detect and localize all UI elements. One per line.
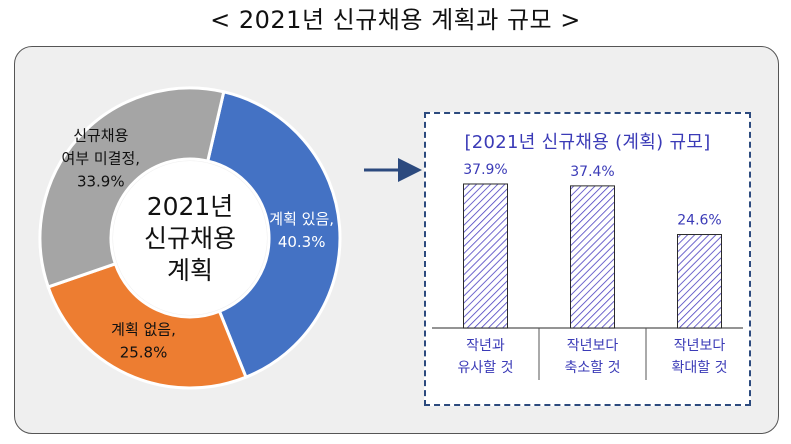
page-title: < 2021년 신규채용 계획과 규모 > <box>210 6 581 34</box>
bar-value-label: 37.9% <box>463 162 507 178</box>
bar-chart-title: [2021년 신규채용 (계획) 규모] <box>464 132 711 153</box>
bar <box>677 234 722 329</box>
donut-center-label: 2021년 신규채용 계획 <box>144 192 236 285</box>
donut-slice-label: 계획 없음, 25.8% <box>111 320 176 361</box>
donut-slice <box>46 261 248 390</box>
category-tick-label: 작년과 유사할 것 <box>458 338 514 376</box>
donut-slice <box>38 86 226 289</box>
donut-slice-label: 신규채용 여부 미결정, 33.9% <box>62 127 141 191</box>
bar-value-label: 24.6% <box>677 213 721 229</box>
category-tick-label: 작년보다 축소할 것 <box>565 338 621 376</box>
donut-slice-label: 계획 있음, 40.3% <box>269 210 334 251</box>
bar <box>570 185 615 329</box>
category-tick-label: 작년보다 확대할 것 <box>672 338 728 376</box>
bar-chart: 37.9% 작년과 유사할 것 37.4% 작년보다 축소할 것 24.6% 작년보다 확대할 … <box>432 162 743 380</box>
bar <box>463 183 508 329</box>
donut-slice <box>205 90 342 380</box>
bar-chart-box: [2021년 신규채용 (계획) 규모] 37.9% 작년과 유사할 것 37.4% 작… <box>424 112 751 406</box>
bar-value-label: 37.4% <box>570 164 614 180</box>
